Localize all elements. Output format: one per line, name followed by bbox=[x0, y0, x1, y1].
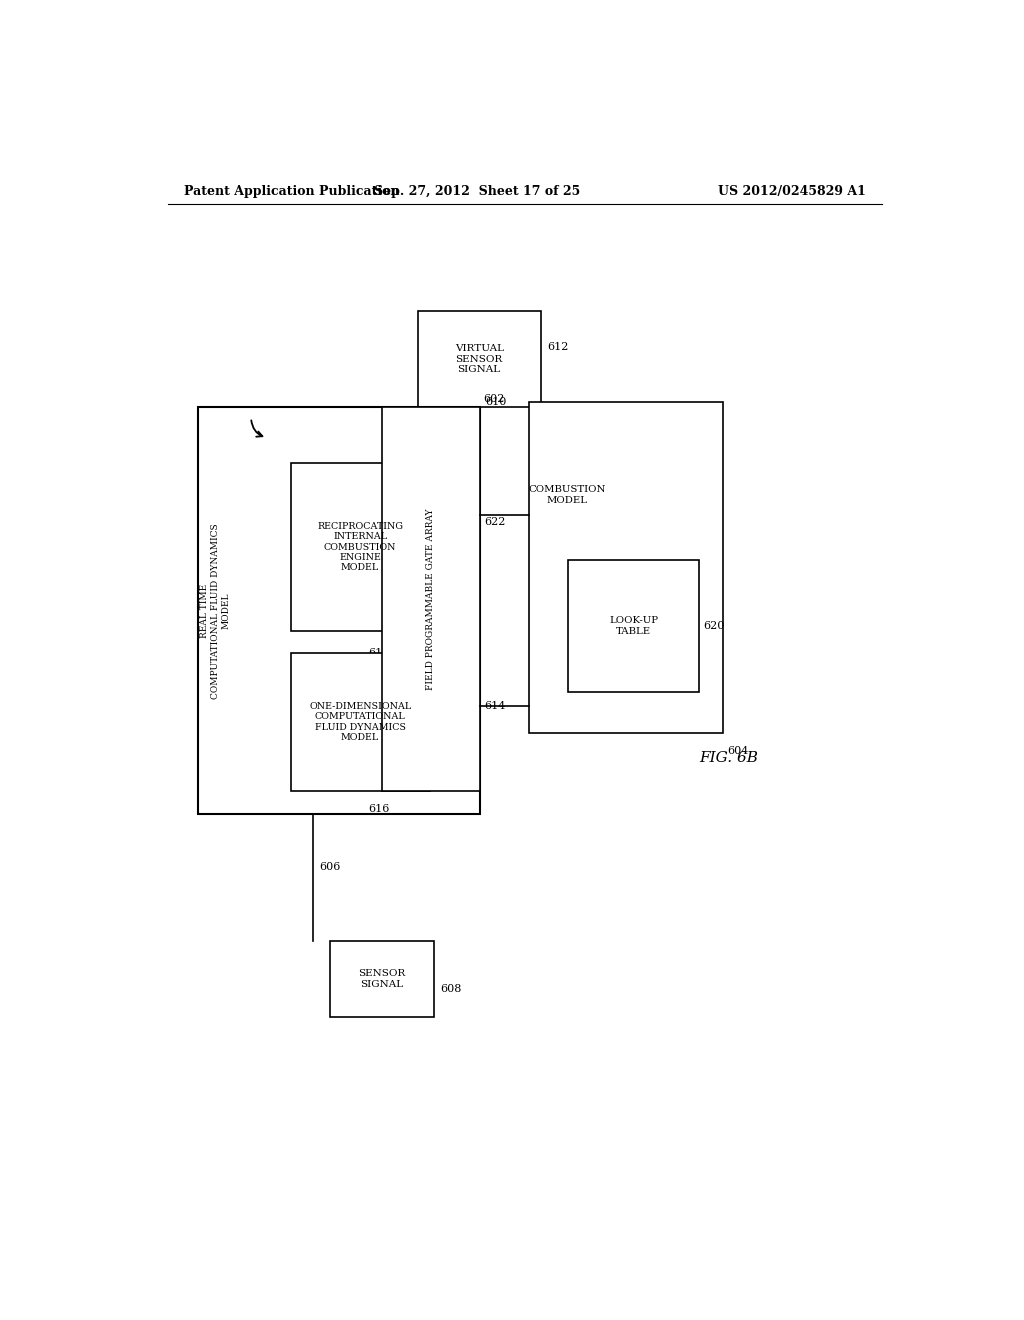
Text: VIRTUAL
SENSOR
SIGNAL: VIRTUAL SENSOR SIGNAL bbox=[455, 345, 504, 374]
Bar bbox=[331, 941, 433, 1018]
Text: 604: 604 bbox=[727, 746, 749, 756]
Text: 614: 614 bbox=[484, 701, 506, 711]
Text: RECIPROCATING
INTERNAL
COMBUSTION
ENGINE
MODEL: RECIPROCATING INTERNAL COMBUSTION ENGINE… bbox=[317, 521, 403, 573]
Text: 606: 606 bbox=[319, 862, 341, 873]
Text: 610: 610 bbox=[485, 397, 507, 408]
Bar bbox=[382, 408, 479, 791]
Text: SENSOR
SIGNAL: SENSOR SIGNAL bbox=[358, 969, 406, 989]
Text: FIELD PROGRAMMABLE GATE ARRAY: FIELD PROGRAMMABLE GATE ARRAY bbox=[426, 508, 435, 690]
Bar bbox=[418, 312, 541, 408]
Text: 615: 615 bbox=[204, 407, 227, 418]
Text: US 2012/0245829 A1: US 2012/0245829 A1 bbox=[718, 185, 866, 198]
Text: LOOK-UP
TABLE: LOOK-UP TABLE bbox=[609, 616, 658, 636]
Text: 608: 608 bbox=[440, 985, 461, 994]
Text: 616: 616 bbox=[368, 804, 389, 814]
Text: 612: 612 bbox=[547, 342, 568, 352]
Bar bbox=[528, 403, 723, 733]
Bar bbox=[198, 408, 479, 814]
Text: Sep. 27, 2012  Sheet 17 of 25: Sep. 27, 2012 Sheet 17 of 25 bbox=[374, 185, 581, 198]
Text: COMBUSTION
MODEL: COMBUSTION MODEL bbox=[528, 486, 605, 504]
Bar bbox=[291, 463, 430, 631]
Text: Patent Application Publication: Patent Application Publication bbox=[183, 185, 399, 198]
Text: FIG. 6B: FIG. 6B bbox=[699, 751, 759, 766]
Text: 618: 618 bbox=[368, 648, 389, 659]
Text: 620: 620 bbox=[703, 620, 725, 631]
Bar bbox=[568, 560, 699, 692]
Text: 602: 602 bbox=[483, 395, 505, 404]
Text: REAL TIME
COMPUTATIONAL FLUID DYNAMICS
MODEL: REAL TIME COMPUTATIONAL FLUID DYNAMICS M… bbox=[201, 523, 230, 698]
Bar bbox=[291, 653, 430, 791]
Text: ONE-DIMENSIONAL
COMPUTATIONAL
FLUID DYNAMICS
MODEL: ONE-DIMENSIONAL COMPUTATIONAL FLUID DYNA… bbox=[309, 702, 412, 742]
Text: 622: 622 bbox=[484, 517, 506, 528]
